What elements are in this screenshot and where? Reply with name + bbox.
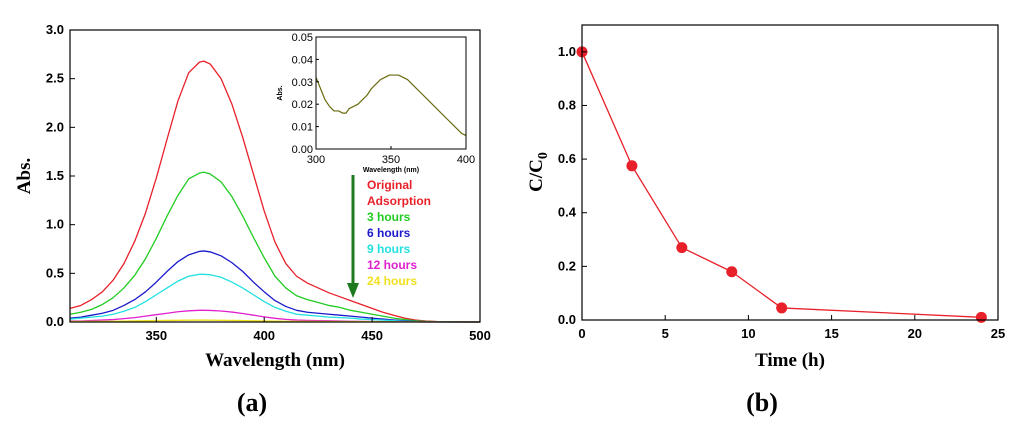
panel-b-ticks: 0 5 10 15 20 25 0.0 0.2 0.4 0.6 0.8 1.0 (558, 44, 1005, 341)
panel-a-x-tick-label: 350 (145, 328, 167, 343)
panel-b-data-point (776, 302, 788, 314)
panel-b-plot-frame (581, 24, 999, 321)
inset-x-tick-label: 300 (307, 154, 325, 166)
panel-a-x-tick-label: 450 (361, 328, 383, 343)
inset-y-tick-label: 0.05 (292, 32, 313, 44)
panel-b-y-tick-label: 0.8 (558, 97, 576, 112)
legend-entry-24-hours: 24 hours (367, 274, 417, 288)
panel-a-series-6-hours (69, 250, 480, 323)
inset-y-tick-label: 0.03 (292, 77, 313, 89)
inset-series-24-hours-magnified (315, 74, 467, 137)
panel-a-y-tick-label: 2.5 (46, 71, 64, 86)
inset-x-tick-label: 400 (457, 154, 475, 166)
panel-b-y-tick-label: 1.0 (558, 44, 576, 59)
panel-a-y-axis-title: Abs. (14, 158, 35, 194)
panel-b-x-tick-label: 15 (824, 326, 838, 341)
panel-b-x-tick-label: 0 (578, 326, 585, 341)
panel-a-x-tick-label: 400 (253, 328, 275, 343)
panel-a-x-axis-title: Wavelength (nm) (205, 350, 345, 371)
panel-b-x-tick-label: 20 (908, 326, 922, 341)
inset-ticks: 300 350 400 0.00 0.01 0.02 0.03 0.04 0.05 (292, 32, 476, 166)
panel-a-series-3-hours (69, 171, 481, 323)
panel-a-y-tick-label: 1.0 (46, 217, 64, 232)
inset-y-tick-label: 0.04 (292, 54, 313, 66)
panel-a-ticks: 350 400 450 500 0.0 0.5 1.0 1.5 2.0 2.5 3.0 (46, 22, 491, 343)
panel-b-x-tick-label: 25 (991, 326, 1005, 341)
legend-entry-original: Original (367, 178, 412, 192)
panel-a-y-tick-label: 1.5 (46, 168, 64, 183)
panel-a-inset: 300 350 400 0.00 0.01 0.02 0.03 0.04 0.05 Wavele… (277, 32, 475, 174)
panel-b-y-tick-label: 0.6 (558, 151, 576, 166)
panel-a-y-tick-label: 3.0 (46, 22, 64, 37)
panel-b-data-point (726, 266, 738, 278)
legend-entry-6-hours: 6 hours (367, 226, 411, 240)
legend-entry-12-hours: 12 hours (367, 258, 417, 272)
inset-y-tick-label: 0.01 (292, 122, 313, 134)
inset-y-axis-title: Abs. (277, 85, 284, 100)
panel-b-data-point (626, 160, 638, 172)
panel-a-x-tick-label: 500 (469, 328, 491, 343)
panel-a-y-tick-label: 2.0 (46, 119, 64, 134)
inset-background (316, 37, 466, 149)
decrease-arrow-head (347, 283, 359, 298)
panel-b-y-axis-title: C/C0 (526, 152, 551, 192)
panel-a: 350 400 450 500 0.0 0.5 1.0 1.5 2.0 2.5 3.0 Wavele… (14, 22, 491, 417)
panel-b-y-axis-title-subscript: 0 (536, 152, 551, 159)
panel-b-data-point (975, 311, 987, 323)
inset-y-tick-label: 0.00 (292, 144, 313, 156)
panel-b-series (576, 46, 987, 323)
panel-b-y-axis-title-main: C/C (526, 159, 547, 192)
panel-b-data-point (676, 242, 688, 254)
panel-b-x-tick-label: 10 (741, 326, 755, 341)
decrease-arrow (347, 175, 359, 298)
inset-x-tick-label: 350 (382, 154, 400, 166)
inset-x-axis-title: Wavelength (nm) (363, 167, 419, 174)
legend-entry-3-hours: 3 hours (367, 210, 411, 224)
legend-entry-adsorption: Adsorption (367, 194, 431, 208)
panel-b-x-tick-label: 5 (662, 326, 669, 341)
panel-a-label: (a) (237, 388, 267, 417)
panel-b-y-tick-label: 0.4 (558, 205, 577, 220)
panel-a-y-tick-label: 0.5 (46, 265, 64, 280)
panel-b-y-tick-label: 0.2 (558, 258, 576, 273)
panel-a-series-9-hours (69, 273, 480, 323)
panel-a-series-original (69, 60, 481, 323)
panel-a-y-tick-label: 0.0 (46, 314, 64, 329)
inset-y-tick-label: 0.02 (292, 99, 313, 111)
legend-entry-9-hours: 9 hours (367, 242, 411, 256)
panel-b-x-axis-title: Time (h) (755, 350, 825, 371)
inset-series (315, 74, 467, 137)
panel-b-series-c-c0 (581, 51, 982, 318)
panel-b-label: (b) (746, 388, 778, 417)
panel-b-y-tick-label: 0.0 (558, 312, 576, 327)
panel-b: 0 5 10 15 20 25 0.0 0.2 0.4 0.6 0.8 1.0 Time (h) C/… (526, 24, 1005, 417)
panel-a-legend: Original Adsorption 3 hours 6 hours 9 hours 1… (367, 178, 431, 288)
svg-text:C/C0: C/C0 (526, 152, 551, 192)
